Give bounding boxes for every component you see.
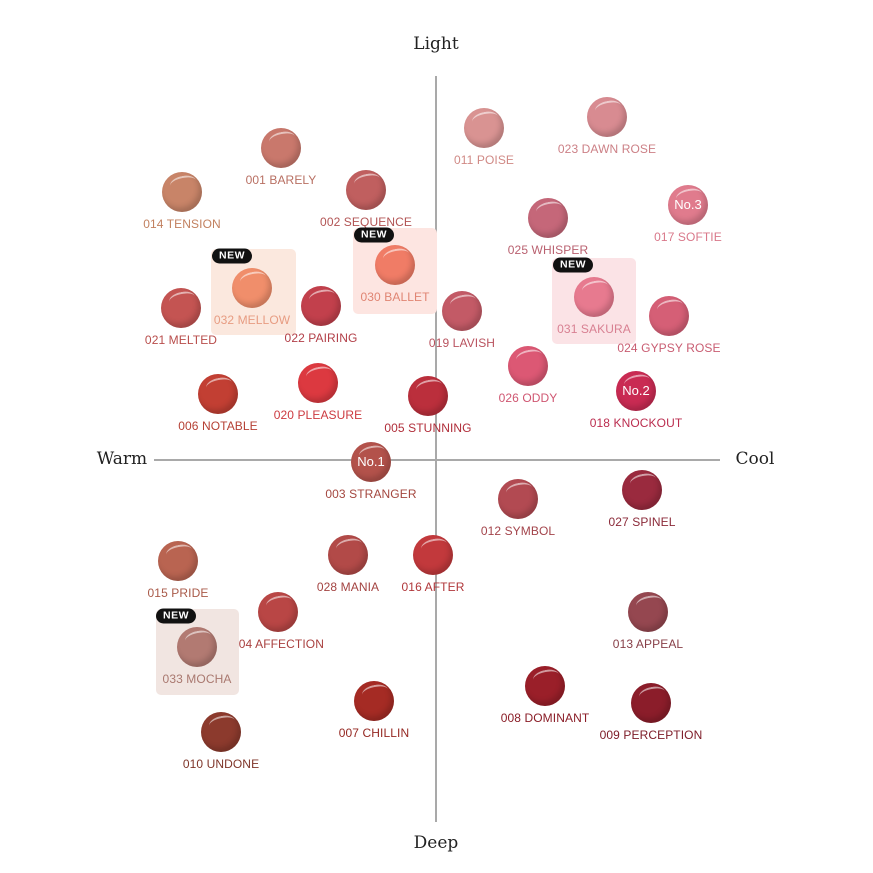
shade-label: 005 STUNNING <box>384 421 472 435</box>
color-swatch <box>442 291 482 331</box>
shade-label: 031 SAKURA <box>557 322 631 336</box>
new-badge-031: NEW <box>553 257 593 273</box>
shade-label: 006 NOTABLE <box>178 419 258 433</box>
shade-label: 016 AFTER <box>401 580 465 594</box>
color-swatch <box>628 592 668 632</box>
shade-label: 033 MOCHA <box>162 672 232 686</box>
shade-label: 003 STRANGER <box>325 487 417 501</box>
color-swatch <box>528 198 568 238</box>
shade-label: 022 PAIRING <box>284 331 358 345</box>
color-swatch <box>354 681 394 721</box>
color-swatch <box>261 128 301 168</box>
color-swatch <box>198 374 238 414</box>
shade-label: 012 SYMBOL <box>480 524 556 538</box>
shade-label: 001 BARELY <box>245 173 317 187</box>
color-swatch <box>232 268 272 308</box>
color-swatch <box>346 170 386 210</box>
color-swatch <box>328 535 368 575</box>
horizontal-axis-line <box>154 459 720 461</box>
vertical-axis-line <box>435 76 437 822</box>
new-badge-033: NEW <box>156 608 196 624</box>
color-swatch <box>351 442 391 482</box>
color-swatch <box>413 535 453 575</box>
color-swatch <box>177 627 217 667</box>
shade-label: 013 APPEAL <box>612 637 684 651</box>
color-swatch <box>587 97 627 137</box>
shade-label: 008 DOMINANT <box>500 711 590 725</box>
color-swatch <box>616 371 656 411</box>
shade-label: 032 MELLOW <box>213 313 291 327</box>
color-swatch <box>298 363 338 403</box>
color-swatch <box>375 245 415 285</box>
shade-label: 018 KNOCKOUT <box>589 416 683 430</box>
shade-label: 028 MANIA <box>316 580 380 594</box>
color-swatch <box>161 288 201 328</box>
shade-label: 017 SOFTIE <box>654 230 722 244</box>
color-swatch <box>649 296 689 336</box>
color-swatch <box>158 541 198 581</box>
rank-label: No.3 <box>674 197 702 212</box>
axis-label-warm: Warm <box>96 449 148 469</box>
shade-label: 002 SEQUENCE <box>320 215 412 229</box>
color-swatch <box>258 592 298 632</box>
shade-label: 025 WHISPER <box>507 243 589 257</box>
axis-label-light: Light <box>413 34 459 54</box>
axis-label-cool: Cool <box>735 449 775 469</box>
shade-label: 027 SPINEL <box>608 515 676 529</box>
shade-label: 004 AFFECTION <box>232 637 324 651</box>
shade-label: 014 TENSION <box>143 217 221 231</box>
shade-label: 023 DAWN ROSE <box>557 142 657 156</box>
color-swatch <box>622 470 662 510</box>
color-swatch <box>201 712 241 752</box>
shade-label: 021 MELTED <box>144 333 218 347</box>
shade-label: 030 BALLET <box>360 290 430 304</box>
color-swatch <box>525 666 565 706</box>
new-badge-030: NEW <box>354 227 394 243</box>
new-badge-032: NEW <box>212 248 252 264</box>
shade-label: 019 LAVISH <box>428 336 496 350</box>
color-swatch <box>498 479 538 519</box>
color-swatch <box>631 683 671 723</box>
rank-label: No.1 <box>357 454 385 469</box>
axis-label-deep: Deep <box>413 833 459 853</box>
color-swatch <box>408 376 448 416</box>
rank-label: No.2 <box>622 383 650 398</box>
shade-label: 007 CHILLIN <box>338 726 410 740</box>
color-swatch <box>162 172 202 212</box>
color-swatch <box>668 185 708 225</box>
shade-label: 026 ODDY <box>498 391 558 405</box>
color-swatch <box>301 286 341 326</box>
shade-label: 009 PERCEPTION <box>599 728 703 742</box>
color-swatch <box>464 108 504 148</box>
shade-label: 011 POISE <box>453 153 515 167</box>
color-swatch <box>508 346 548 386</box>
shade-label: 024 GYPSY ROSE <box>617 341 721 355</box>
color-swatch <box>574 277 614 317</box>
shade-label: 015 PRIDE <box>147 586 209 600</box>
shade-label: 020 PLEASURE <box>273 408 363 422</box>
shade-label: 010 UNDONE <box>182 757 260 771</box>
